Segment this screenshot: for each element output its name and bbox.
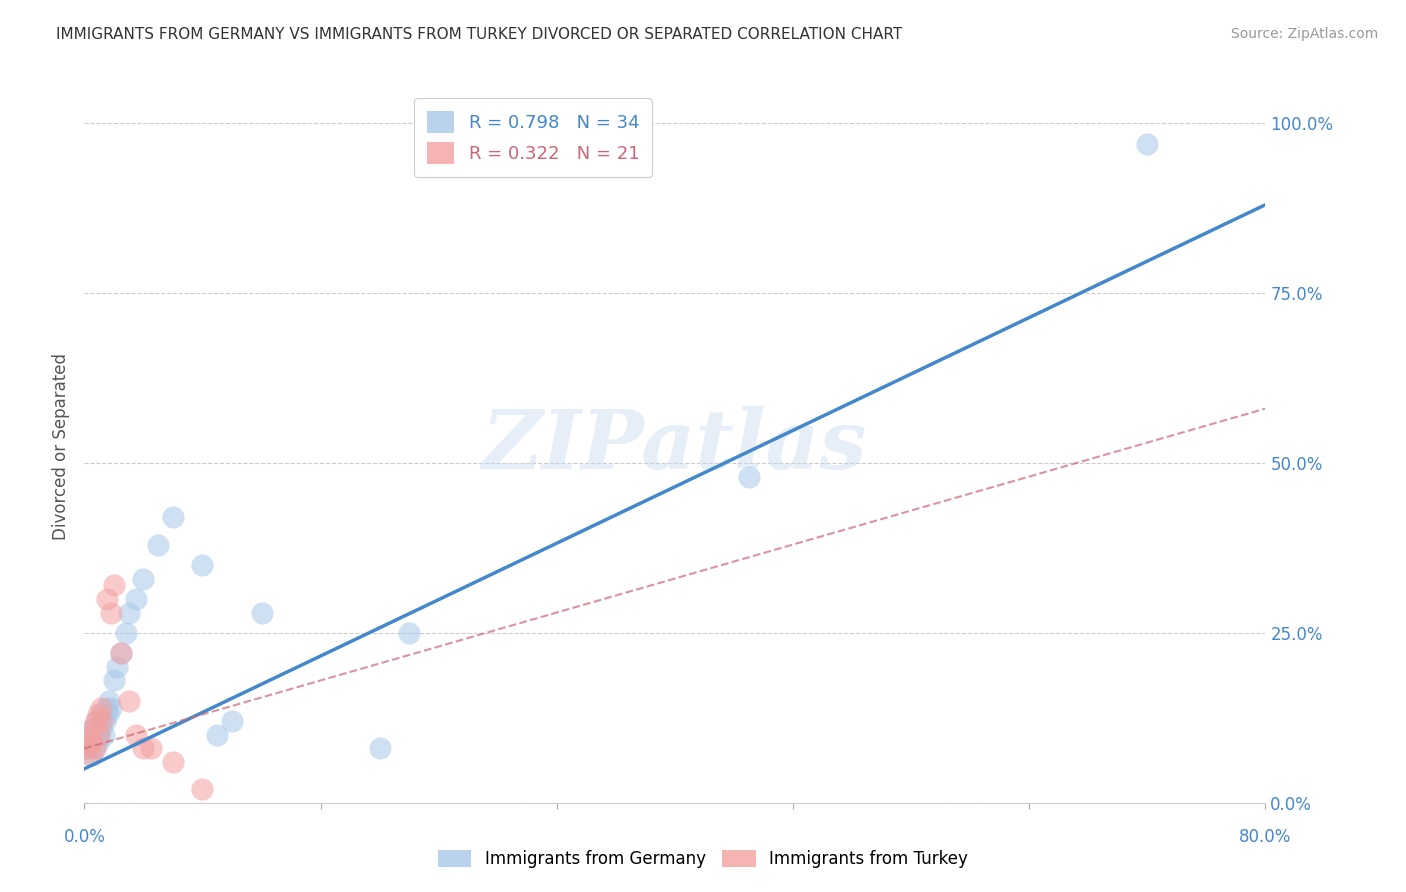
Legend: R = 0.798   N = 34, R = 0.322   N = 21: R = 0.798 N = 34, R = 0.322 N = 21 (415, 98, 652, 177)
Text: 0.0%: 0.0% (63, 828, 105, 846)
Text: 80.0%: 80.0% (1239, 828, 1292, 846)
Y-axis label: Divorced or Separated: Divorced or Separated (52, 352, 70, 540)
Text: IMMIGRANTS FROM GERMANY VS IMMIGRANTS FROM TURKEY DIVORCED OR SEPARATED CORRELAT: IMMIGRANTS FROM GERMANY VS IMMIGRANTS FR… (56, 27, 903, 42)
Legend: Immigrants from Germany, Immigrants from Turkey: Immigrants from Germany, Immigrants from… (432, 843, 974, 875)
Text: Source: ZipAtlas.com: Source: ZipAtlas.com (1230, 27, 1378, 41)
Text: ZIPatlas: ZIPatlas (482, 406, 868, 486)
